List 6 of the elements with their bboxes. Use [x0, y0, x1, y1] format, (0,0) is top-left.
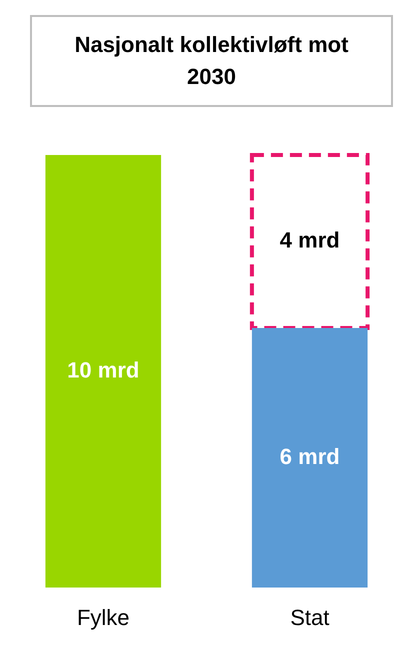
- chart-title: Nasjonalt kollektivløft mot 2030: [30, 15, 393, 107]
- data-label: 10 mrd: [67, 357, 140, 382]
- x-tick-label: Stat: [290, 604, 330, 630]
- x-tick-label: Fylke: [76, 604, 130, 630]
- data-label: 6 mrd: [280, 444, 340, 469]
- data-label: 4 mrd: [280, 228, 340, 253]
